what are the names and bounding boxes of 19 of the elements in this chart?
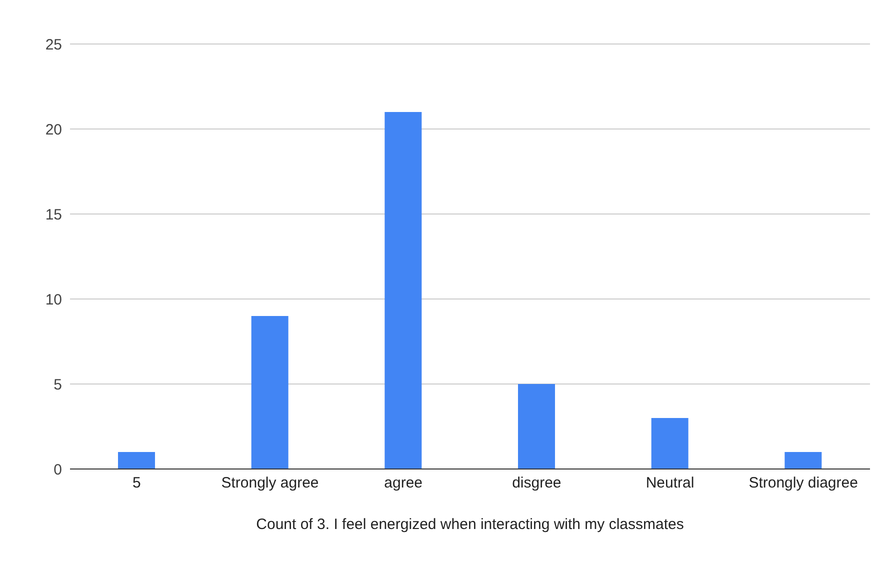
x-axis-title: Count of 3. I feel energized when interacting with my classmates (256, 516, 684, 533)
y-tick-label: 20 (45, 121, 62, 138)
x-tick-label: Neutral (646, 474, 694, 492)
y-tick-label: 25 (45, 36, 62, 54)
y-tick-label: 0 (54, 461, 62, 478)
y-tick-label: 5 (54, 376, 62, 394)
x-tick-label: disgree (512, 474, 562, 492)
y-tick-label: 15 (45, 206, 62, 224)
x-tick-label: Strongly diagree (748, 474, 858, 492)
x-tick-label: agree (384, 474, 423, 492)
bar (384, 112, 422, 469)
y-tick-label: 10 (45, 291, 62, 308)
bar (518, 384, 555, 469)
bar (784, 452, 822, 469)
x-tick-label: 5 (132, 474, 141, 492)
bar (251, 316, 288, 469)
x-tick-label: Strongly agree (221, 474, 319, 492)
bar (118, 452, 155, 469)
bar (651, 418, 688, 469)
